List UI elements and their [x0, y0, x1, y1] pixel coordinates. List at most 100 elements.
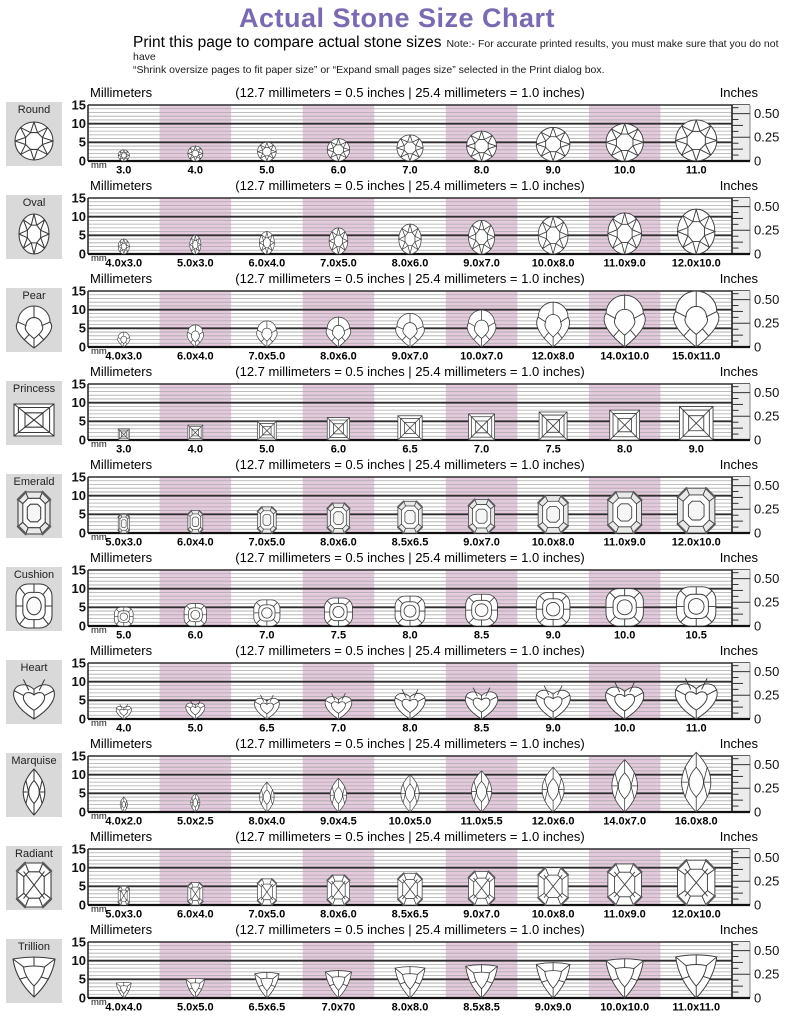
inch-axis-label: Inches	[719, 643, 758, 658]
emerald-stone	[606, 490, 643, 535]
inch-ruler	[732, 942, 750, 998]
shape-box-trillion: Trillion	[6, 939, 62, 1003]
inch-tick-label: 0.50	[754, 478, 779, 493]
inch-axis-label: Inches	[719, 178, 758, 193]
print-note-line1: Note:- For accurate printed results, you…	[133, 38, 779, 63]
size-label: 10.5	[686, 630, 707, 642]
princess-stone	[397, 415, 423, 441]
size-label: 9.0x4.5	[320, 816, 357, 828]
marquise-stone	[190, 793, 201, 813]
size-label: 8.0	[402, 723, 417, 735]
conversion-note: (12.7 millimeters = 0.5 inches | 25.4 mi…	[235, 736, 585, 751]
emerald-stone	[326, 502, 351, 534]
print-note-line2: “Shrink oversize pages to fit paper size…	[133, 64, 605, 76]
shape-label: Oval	[22, 197, 46, 209]
print-instruction: Print this page to compare actual stone …	[133, 34, 442, 51]
inch-tick-label: 0.50	[754, 199, 779, 214]
row-header: Millimeters (12.7 millimeters = 0.5 inche…	[0, 271, 794, 286]
size-label: 6.5	[259, 723, 274, 735]
size-label: 7.0	[331, 723, 346, 735]
mm-tick-label: 0	[79, 153, 86, 168]
cushion-stone	[253, 599, 281, 627]
radiant-stone	[606, 862, 643, 907]
trillion-stone	[254, 972, 280, 999]
marquise-stone	[471, 770, 492, 813]
size-label: 14.0x10.0	[600, 351, 649, 363]
page-title: Actual Stone Size Chart	[238, 3, 556, 33]
size-label: 12.0x10.0	[672, 909, 721, 921]
cushion-stone	[676, 586, 717, 627]
size-label: 3.0	[116, 165, 131, 177]
inch-tick-label: 0.25	[754, 595, 779, 610]
size-label: 12.0x6.0	[532, 816, 575, 828]
inch-tick-label: 0.25	[754, 409, 779, 424]
mm-axis-label: Millimeters	[90, 364, 153, 379]
shape-label: Radiant	[15, 848, 53, 860]
cushion-stone	[535, 591, 571, 627]
shape-label: Round	[17, 104, 51, 116]
pear-stone	[395, 313, 425, 348]
pear-stone	[466, 309, 497, 348]
inch-ruler	[732, 756, 750, 812]
radiant-icon	[15, 861, 53, 909]
mm-tick-label: 5	[79, 879, 86, 894]
trillion-stone	[535, 962, 571, 999]
mm-tick-label: 0	[79, 711, 86, 726]
mm-tick-label: 15	[72, 97, 86, 112]
shape-label: Pear	[22, 290, 46, 302]
inch-axis-label: Inches	[719, 271, 758, 286]
inch-tick-label: 0	[754, 246, 761, 261]
size-label: 6.0	[331, 165, 346, 177]
round-stone	[257, 141, 277, 162]
mm-axis-label: Millimeters	[90, 457, 153, 472]
mm-tick-label: 5	[79, 693, 86, 708]
size-label: 8.5x6.5	[392, 537, 429, 549]
radiant-stone	[676, 859, 716, 907]
ruler-chart: 15 10 5 0 mm 0.50 0.25 0 4.0x2.0 5.0x2.5 8.0x4.0 9.…	[72, 748, 780, 828]
inch-ruler	[732, 105, 750, 161]
round-stone	[187, 145, 204, 162]
shape-label: Cushion	[13, 569, 55, 581]
oval-stone	[677, 208, 716, 255]
emerald-stone	[187, 509, 204, 534]
mm-tick-label: 10	[72, 674, 86, 689]
mm-axis-label: Millimeters	[90, 829, 153, 844]
mm-axis-label: Millimeters	[90, 643, 153, 658]
shape-box-radiant: Radiant	[6, 846, 62, 910]
size-label: 11.0	[686, 723, 707, 735]
size-label: 12.0x10.0	[672, 537, 721, 549]
inch-ruler	[732, 291, 750, 347]
cushion-stone	[324, 597, 353, 627]
radiant-stone	[537, 866, 570, 906]
oval-stone	[259, 231, 275, 255]
marquise-stone	[119, 796, 128, 813]
mm-tick-label: 15	[72, 469, 86, 484]
inch-tick-label: 0	[754, 153, 761, 168]
mm-tick-label: 5	[79, 972, 86, 987]
size-label: 9.0	[545, 165, 560, 177]
heart-stone	[254, 694, 280, 720]
stone-row-cushion: Cushion Millimeters (12.7 millimeters = 0.…	[0, 550, 794, 644]
inch-tick-label: 0	[754, 804, 761, 819]
size-label: 9.0	[545, 723, 560, 735]
trillion-stone	[675, 954, 718, 999]
mm-tick-label: 5	[79, 228, 86, 243]
size-label: 10.0x8.0	[532, 909, 575, 921]
inch-tick-label: 0.25	[754, 688, 779, 703]
size-label: 7.0x70	[322, 1002, 356, 1014]
mm-tick-label: 15	[72, 748, 86, 763]
inch-tick-label: 0.50	[754, 943, 779, 958]
mm-tick-label: 15	[72, 190, 86, 205]
mm-unit-label: mm	[91, 160, 107, 171]
size-label: 9.0x7.0	[463, 537, 500, 549]
princess-stone	[187, 424, 204, 441]
size-label: 8.5x6.5	[392, 909, 429, 921]
size-label: 5.0x5.0	[177, 1002, 214, 1014]
mm-tick-label: 0	[79, 246, 86, 261]
radiant-stone	[396, 872, 424, 906]
row-header: Millimeters (12.7 millimeters = 0.5 inche…	[0, 736, 794, 751]
stone-row-trillion: Trillion Millimeters (12.7 millimeters = 0…	[0, 922, 794, 1016]
size-label: 14.0x7.0	[603, 816, 646, 828]
size-label: 6.0x4.0	[177, 537, 214, 549]
radiant-stone	[467, 870, 496, 906]
